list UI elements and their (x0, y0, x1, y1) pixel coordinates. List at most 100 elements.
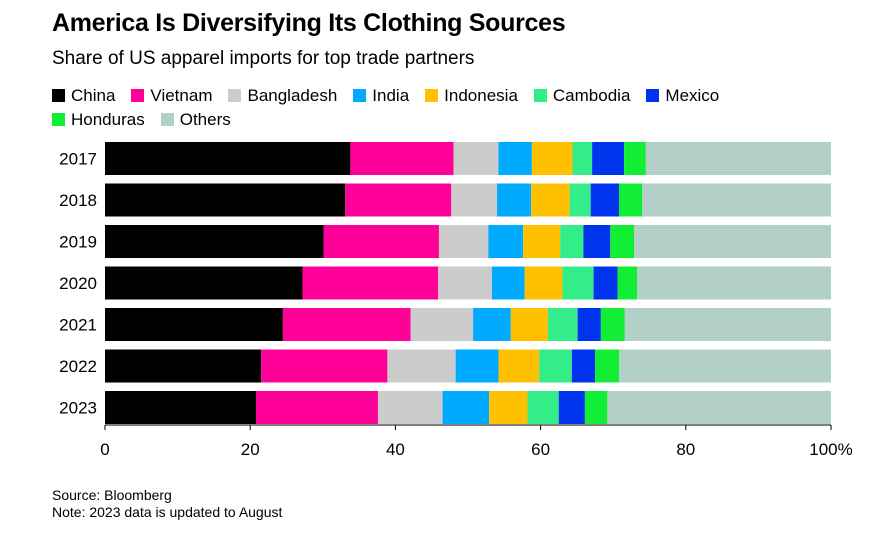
bar-segment-honduras-2017 (624, 142, 646, 175)
x-tick-label-60: 60 (531, 440, 550, 459)
bar-segment-china-2019 (105, 225, 324, 258)
source-note: Source: Bloomberg (52, 487, 172, 503)
bar-segment-india-2022 (455, 349, 499, 383)
bar-segment-honduras-2021 (600, 308, 625, 341)
bar-segment-bangladesh-2019 (438, 225, 489, 258)
bar-segment-vietnam-2020 (302, 266, 439, 300)
x-tick-label-40: 40 (386, 440, 405, 459)
bar-segment-indonesia-2019 (523, 225, 561, 258)
bar-segment-mexico-2021 (577, 308, 601, 341)
legend-label-mexico: Mexico (665, 86, 720, 105)
bar-segment-others-2020 (637, 266, 831, 300)
x-tick-label-100: 100% (809, 440, 852, 459)
bar-segment-honduras-2022 (595, 349, 620, 383)
bar-segment-vietnam-2019 (323, 225, 439, 258)
bar-segment-mexico-2022 (571, 349, 596, 383)
bar-segment-others-2022 (619, 349, 831, 383)
y-tick-label-2022: 2022 (59, 357, 97, 376)
bar-segment-cambodia-2018 (569, 183, 591, 217)
bar-segment-india-2021 (473, 308, 511, 341)
legend-swatch-others (160, 113, 174, 126)
legend-swatch-india (353, 89, 367, 102)
legend-label-indonesia: Indonesia (444, 86, 518, 105)
bar-segment-others-2017 (645, 142, 831, 175)
bar-segment-indonesia-2021 (510, 308, 548, 341)
bar-segment-bangladesh-2022 (387, 349, 456, 383)
bar-segment-india-2018 (497, 183, 532, 217)
chart-subtitle: Share of US apparel imports for top trad… (52, 48, 475, 69)
legend-label-vietnam: Vietnam (150, 86, 213, 105)
x-tick-label-0: 0 (100, 440, 109, 459)
bar-segment-bangladesh-2018 (451, 183, 498, 217)
bar-segment-cambodia-2017 (572, 142, 593, 175)
bar-segment-cambodia-2021 (547, 308, 578, 341)
bar-segment-honduras-2020 (617, 266, 638, 300)
bar-segment-honduras-2023 (584, 391, 608, 424)
bar-segment-vietnam-2023 (256, 391, 378, 424)
bar-segment-mexico-2020 (593, 266, 618, 300)
bar-segment-mexico-2023 (558, 391, 585, 424)
bar-segment-vietnam-2021 (282, 308, 411, 341)
x-tick-label-20: 20 (241, 440, 260, 459)
bar-segment-china-2020 (105, 266, 303, 300)
y-tick-label-2019: 2019 (59, 233, 97, 252)
bar-segment-mexico-2017 (592, 142, 625, 175)
legend-item-india: India (353, 84, 409, 108)
bar-segment-india-2020 (491, 266, 525, 300)
bar-segment-honduras-2018 (619, 183, 643, 217)
legend-swatch-bangladesh (228, 89, 242, 102)
bar-segment-indonesia-2020 (524, 266, 563, 300)
legend-item-honduras: Honduras (52, 108, 145, 132)
data-note: Note: 2023 data is updated to August (52, 504, 283, 520)
x-tick-label-80: 80 (676, 440, 695, 459)
legend-swatch-vietnam (131, 89, 145, 102)
legend-item-vietnam: Vietnam (131, 84, 212, 108)
legend-item-bangladesh: Bangladesh (228, 84, 337, 108)
bar-segment-vietnam-2018 (345, 183, 452, 217)
bar-segment-bangladesh-2021 (410, 308, 474, 341)
legend-swatch-indonesia (425, 89, 439, 102)
legend-label-india: India (372, 86, 410, 105)
legend-label-honduras: Honduras (71, 110, 145, 129)
legend-item-others: Others (160, 108, 231, 132)
bar-segment-cambodia-2020 (562, 266, 594, 300)
y-tick-label-2023: 2023 (59, 399, 97, 418)
bar-segment-china-2018 (105, 183, 346, 217)
bar-segment-china-2023 (105, 391, 257, 424)
bar-segment-mexico-2018 (590, 183, 620, 217)
legend-swatch-cambodia (533, 89, 547, 102)
bar-segment-india-2023 (442, 391, 490, 424)
bar-segment-vietnam-2017 (350, 142, 454, 175)
y-tick-label-2017: 2017 (59, 150, 97, 169)
y-tick-label-2021: 2021 (59, 316, 97, 335)
legend-item-cambodia: Cambodia (533, 84, 631, 108)
chart-legend: China Vietnam Bangladesh India Indonesia Camb… (52, 84, 842, 132)
legend-label-china: China (71, 86, 116, 105)
bar-segment-others-2021 (624, 308, 831, 341)
bar-segment-cambodia-2022 (539, 349, 572, 383)
legend-swatch-china (52, 89, 65, 102)
legend-label-others: Others (179, 110, 231, 129)
bar-segment-china-2017 (105, 142, 351, 175)
bar-segment-india-2017 (498, 142, 532, 175)
bar-segment-mexico-2019 (583, 225, 611, 258)
legend-label-cambodia: Cambodia (552, 86, 631, 105)
bar-segment-others-2019 (634, 225, 831, 258)
bar-segment-china-2022 (105, 349, 262, 383)
legend-item-china: China (52, 84, 115, 108)
legend-swatch-honduras (52, 113, 65, 126)
y-tick-label-2020: 2020 (59, 274, 97, 293)
legend-label-bangladesh: Bangladesh (247, 86, 338, 105)
bar-segment-cambodia-2019 (560, 225, 584, 258)
bar-segment-indonesia-2018 (531, 183, 570, 217)
bar-segment-bangladesh-2017 (453, 142, 499, 175)
chart-footer: Source: Bloomberg Note: 2023 data is upd… (52, 487, 282, 521)
legend-item-mexico: Mexico (646, 84, 719, 108)
bar-segment-bangladesh-2020 (438, 266, 492, 300)
bar-segment-indonesia-2022 (498, 349, 540, 383)
bar-segment-honduras-2019 (610, 225, 635, 258)
legend-item-indonesia: Indonesia (425, 84, 518, 108)
bar-segment-indonesia-2023 (489, 391, 528, 424)
bar-segment-vietnam-2022 (261, 349, 388, 383)
